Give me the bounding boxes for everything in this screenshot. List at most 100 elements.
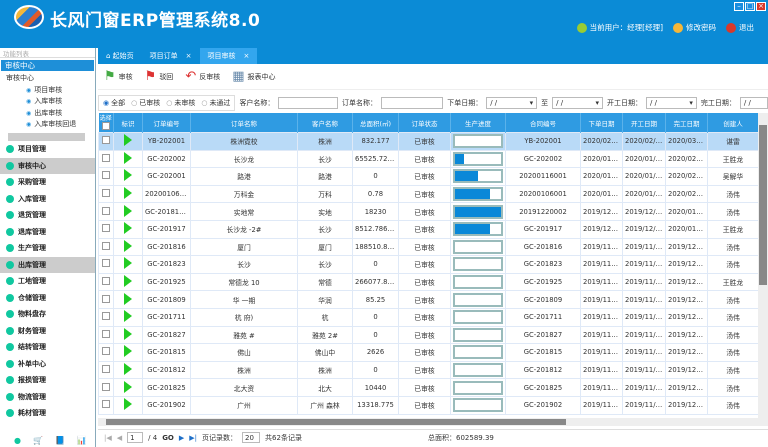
row-checkbox-cell[interactable] (98, 255, 114, 274)
page-size-input[interactable]: 20 (242, 432, 261, 443)
status-radio[interactable]: 全部 (103, 98, 125, 108)
column-header[interactable]: 客户名称 (297, 113, 353, 133)
row-checkbox-cell[interactable] (98, 378, 114, 397)
report-center-button[interactable]: ▦ 报表中心 (232, 69, 276, 84)
tree-item[interactable]: 入库审核回退 (6, 119, 95, 131)
order-date-from[interactable]: / / ▾ (486, 96, 538, 109)
sidebar-item[interactable]: 仓储管理 (0, 290, 95, 307)
table-row[interactable]: GC-201917 长沙龙 -2# 长沙 8512.78600... 已审核 G… (98, 219, 758, 239)
horizontal-scrollbar[interactable] (98, 418, 768, 426)
status-radio[interactable]: 未通过 (201, 98, 230, 108)
sidebar-item[interactable]: 报损管理 (0, 372, 95, 389)
sidebar-item[interactable]: 退货管理 (0, 207, 95, 224)
dropdown-icon[interactable]: ▾ (529, 98, 534, 107)
table-row[interactable]: GC-201825 北大资 北大 10440 已审核 GC-201825 201… (98, 378, 758, 397)
table-row[interactable]: YB-202001 株洲霓校 株洲 832.177 已审核 YB-202001 … (98, 132, 758, 151)
row-checkbox-cell[interactable] (98, 272, 114, 292)
sidebar-item[interactable]: 工地管理 (0, 273, 95, 290)
column-header[interactable]: 总面积(㎡) (352, 113, 399, 133)
sidebar-item[interactable]: 物流管理 (0, 389, 95, 406)
column-header[interactable]: 选择 (98, 113, 114, 133)
sidebar-item[interactable]: 出库管理 (0, 256, 95, 273)
row-checkbox[interactable] (102, 259, 110, 268)
table-row[interactable]: GC-201925 常德龙 10 常德 266077.835... 已审核 GC… (98, 272, 758, 292)
table-row[interactable]: GC-201816 厦门 厦门 188510.818 已审核 GC-201816… (98, 237, 758, 257)
next-page-icon[interactable]: ▶ (178, 433, 185, 442)
table-row[interactable]: GC-201711 杭 府) 杭 0 已审核 GC-201711 2019/11… (98, 307, 758, 327)
dropdown-icon[interactable]: ▾ (689, 98, 693, 107)
sidebar-item[interactable]: 项目管理 (0, 141, 95, 158)
sidebar-item[interactable]: 财务管理 (0, 323, 95, 340)
row-checkbox-cell[interactable] (98, 395, 114, 415)
finish-date-input[interactable]: / / (739, 96, 768, 109)
status-radio[interactable]: 未审核 (166, 98, 195, 108)
row-checkbox-cell[interactable] (98, 149, 114, 169)
row-checkbox-cell[interactable] (98, 219, 114, 239)
row-checkbox[interactable] (102, 153, 110, 162)
vertical-scrollbar[interactable] (758, 113, 768, 418)
column-header[interactable]: 标识 (113, 113, 143, 133)
row-checkbox[interactable] (102, 294, 110, 303)
table-row[interactable]: GC-201817B 实地常 实地 18230 已审核 20191220002 … (98, 202, 758, 221)
tree-scrollbar[interactable] (8, 133, 85, 141)
table-row[interactable]: GC-201812 株洲 株洲 0 已审核 GC-201812 2019/11/… (98, 360, 758, 380)
customer-input[interactable] (278, 96, 338, 109)
sidebar-item[interactable]: 物料盘存 (0, 306, 95, 323)
tab-home[interactable]: ⌂ 起始页 (106, 52, 134, 60)
row-checkbox-cell[interactable] (98, 290, 114, 309)
prev-page-icon[interactable]: ◀ (116, 433, 123, 442)
column-header[interactable]: 订单编号 (142, 113, 191, 133)
tree-root[interactable]: 审核中心 (6, 74, 34, 82)
status-radio[interactable]: 已审核 (131, 98, 160, 108)
minimize-button[interactable]: – (734, 2, 744, 11)
page-input[interactable]: 1 (127, 432, 144, 443)
sidebar-section-header[interactable]: 审核中心 (1, 60, 94, 71)
tree-item[interactable]: 出库审核 (6, 108, 95, 120)
row-checkbox[interactable] (102, 347, 110, 356)
change-password-link[interactable]: 修改密码 (673, 22, 716, 33)
row-checkbox-cell[interactable] (98, 167, 114, 186)
table-row[interactable]: GC-201815 佛山 佛山中 2626 已审核 GC-201815 2019… (98, 343, 758, 362)
tree-item[interactable]: 项目审核 (6, 85, 95, 97)
tab-project-audit[interactable]: 项目审核 × (199, 48, 258, 64)
sidebar-item[interactable]: 耗材管理 (0, 405, 95, 422)
sidebar-item[interactable]: 补单中心 (0, 356, 95, 373)
row-checkbox-cell[interactable] (98, 132, 114, 151)
column-header[interactable]: 创建人 (707, 113, 758, 133)
go-button[interactable]: GO (162, 433, 174, 442)
select-all-checkbox[interactable] (101, 122, 110, 130)
sidebar-item[interactable]: 结转管理 (0, 339, 95, 356)
row-checkbox[interactable] (102, 312, 110, 321)
table-row[interactable]: GC-201809 华 一期 华润 85.25 已审核 GC-201809 20… (98, 290, 758, 309)
first-page-icon[interactable]: |◀ (104, 433, 112, 442)
sidebar-item[interactable]: 退库管理 (0, 224, 95, 241)
table-row[interactable]: 20200106001 万科金 万科 0.78 已审核 20200106001 … (98, 184, 758, 204)
sidebar-item[interactable]: 入库管理 (0, 191, 95, 208)
row-checkbox-cell[interactable] (98, 184, 114, 204)
row-checkbox-cell[interactable] (98, 360, 114, 380)
row-checkbox[interactable] (102, 224, 110, 233)
row-checkbox[interactable] (102, 136, 110, 145)
dropdown-icon[interactable]: ▾ (595, 98, 600, 107)
row-checkbox[interactable] (102, 189, 110, 198)
row-checkbox[interactable] (102, 277, 110, 286)
table-row[interactable]: GC-201902 广州 广州 森林 13318.775 已审核 GC-2019… (98, 395, 758, 415)
row-checkbox[interactable] (102, 365, 110, 374)
row-checkbox[interactable] (102, 329, 110, 338)
start-date-input[interactable]: / / ▾ (646, 96, 697, 109)
row-checkbox[interactable] (102, 382, 110, 391)
unapprove-button[interactable]: ↶ 反审核 (185, 69, 221, 84)
close-tab-icon[interactable]: × (185, 52, 192, 60)
column-header[interactable]: 订单名称 (190, 113, 298, 133)
table-row[interactable]: GC-201827 雅苑 # 雅苑 2# 0 已审核 GC-201827 201… (98, 325, 758, 345)
sidebar-item[interactable]: 采购管理 (0, 174, 95, 191)
sidebar-item[interactable]: 生产管理 (0, 240, 95, 257)
column-header[interactable]: 订单状态 (398, 113, 451, 133)
row-checkbox-cell[interactable] (98, 307, 114, 327)
logout-link[interactable]: 退出 (726, 22, 754, 33)
close-button[interactable]: × (756, 2, 766, 11)
last-page-icon[interactable]: ▶| (189, 433, 198, 442)
close-tab-icon[interactable]: × (243, 52, 250, 60)
order-name-input[interactable] (380, 96, 444, 109)
row-checkbox-cell[interactable] (98, 343, 114, 362)
